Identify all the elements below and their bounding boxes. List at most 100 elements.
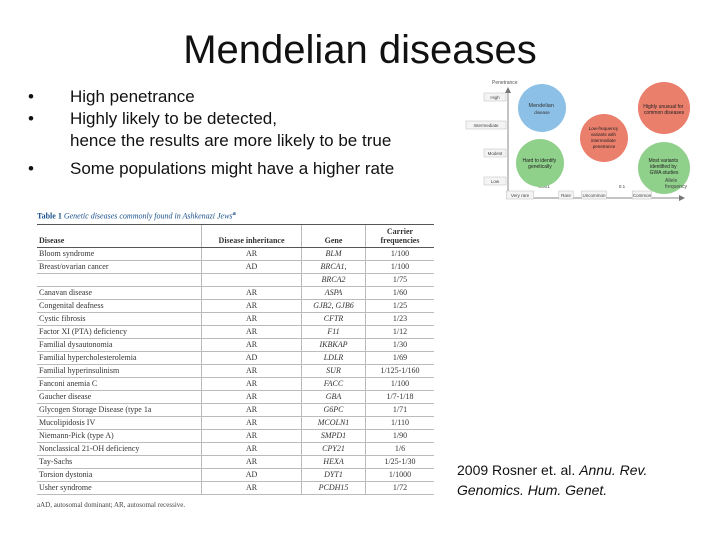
cell-carrier-frequency: 1/100 (365, 260, 434, 274)
table-row: Canavan disease AR ASPA 1/60 (37, 286, 434, 300)
cell-disease: Gaucher disease (37, 390, 202, 404)
cell-inheritance: AR (201, 481, 302, 495)
y-level-label: Intermediate (473, 123, 499, 128)
cell-inheritance: AR (201, 247, 302, 261)
bullet-dot: • (28, 87, 34, 106)
hard-to-identify-label: Hard to identify genetically (522, 158, 557, 170)
cell-gene: G6PC (301, 403, 366, 417)
x-level-label: Uncommon (582, 193, 606, 198)
cell-carrier-frequency: 1/60 (365, 286, 434, 300)
table-row: Niemann-Pick (type A) AR SMPD1 1/90 (37, 429, 434, 443)
x-level-label: Common (633, 193, 652, 198)
gwa-variants-label: Most variants identified by GWA studies (648, 158, 679, 176)
mendelian-disease-label: Mendelian disease (529, 103, 556, 115)
highly-unusual-bubble (638, 82, 690, 134)
cell-gene: SUR (301, 364, 366, 378)
table-row: BRCA2 1/75 (37, 273, 434, 287)
cell-disease: Tay-Sachs (37, 455, 202, 469)
cell-inheritance: AR (201, 429, 302, 443)
cell-carrier-frequency: 1/23 (365, 312, 434, 326)
cell-inheritance: AR (201, 377, 302, 391)
hard-to-identify-bubble (516, 139, 564, 187)
bullet-item: • Highly likely to be detected, hence the … (28, 108, 394, 152)
cell-inheritance: AR (201, 312, 302, 326)
slide-title: Mendelian diseases (183, 28, 537, 72)
y-level-label: Low (491, 179, 500, 184)
cell-inheritance: AR (201, 338, 302, 352)
cell-gene: IKBKAP (301, 338, 366, 352)
table-row: Congenital deafness AR GJB2, GJB6 1/25 (37, 299, 434, 313)
bullet-text: Some populations might have a higher rat… (70, 159, 395, 178)
table-row: Breast/ovarian cancer AD BRCA1, 1/100 (37, 260, 434, 274)
table-row: Tay-Sachs AR HEXA 1/25-1/30 (37, 455, 434, 469)
cell-gene: BRCA1, (301, 260, 366, 274)
cell-gene: GBA (301, 390, 366, 404)
cell-gene: BRCA2 (301, 273, 366, 287)
cell-disease: Nonclassical 21-OH deficiency (37, 442, 202, 456)
x-level-box (581, 190, 607, 200)
cell-gene: ASPA (301, 286, 366, 300)
table-row: Cystic fibrosis AR CFTR 1/23 (37, 312, 434, 326)
low-frequency-variants-label: Low-frequency variants with intermediate… (589, 126, 620, 149)
cell-disease: Familial dysautonomia (37, 338, 202, 352)
cell-gene: SMPD1 (301, 429, 366, 443)
cell-gene: CFTR (301, 312, 366, 326)
cell-gene: MCOLN1 (301, 416, 366, 430)
cell-carrier-frequency: 1/30 (365, 338, 434, 352)
x-level-label: Rare (561, 193, 571, 198)
y-level-box (465, 120, 507, 130)
cell-disease: Usher syndrome (37, 481, 202, 495)
table-row: Fanconi anemia C AR FACC 1/100 (37, 377, 434, 391)
citation-journal-continued: Genomics. Hum. Genet. (457, 482, 608, 498)
cell-disease: Factor XI (PTA) deficiency (37, 325, 202, 339)
gwa-variants-bubble (638, 142, 690, 194)
cell-carrier-frequency: 1/72 (365, 481, 434, 495)
cell-disease: Breast/ovarian cancer (37, 260, 202, 274)
cell-gene: FACC (301, 377, 366, 391)
cell-disease: Mucolipidosis IV (37, 416, 202, 430)
cell-carrier-frequency: 1/110 (365, 416, 434, 430)
bullet-text-continued: hence the results are more likely to be … (70, 131, 392, 150)
cell-gene: LDLR (301, 351, 366, 365)
cell-disease: Niemann-Pick (type A) (37, 429, 202, 443)
table-row: Glycogen Storage Disease (type 1a AR G6PC 1… (37, 403, 434, 417)
table-row: Nonclassical 21-OH deficiency AR CPY21 1/6 (37, 442, 434, 456)
cell-carrier-frequency: 1/12 (365, 325, 434, 339)
cell-disease (37, 273, 202, 287)
highly-unusual-label: Highly unusual for common diseases (643, 104, 684, 116)
x-level-box (558, 190, 574, 200)
cell-inheritance: AR (201, 325, 302, 339)
citation-authors: 2009 Rosner et. al. (457, 462, 580, 478)
cell-carrier-frequency: 1/6 (365, 442, 434, 456)
cell-inheritance: AR (201, 442, 302, 456)
cell-carrier-frequency: 1/100 (365, 377, 434, 391)
cell-carrier-frequency: 1/25 (365, 299, 434, 313)
cell-gene: HEXA (301, 455, 366, 469)
cell-inheritance (201, 273, 302, 287)
x-level-box (506, 190, 534, 200)
cell-inheritance: AD (201, 351, 302, 365)
low-frequency-variants-bubble (580, 114, 628, 162)
table-caption-sup: a (232, 210, 236, 217)
cell-disease: Cystic fibrosis (37, 312, 202, 326)
cell-inheritance: AR (201, 455, 302, 469)
cell-inheritance: AR (201, 416, 302, 430)
cell-disease: Canavan disease (37, 286, 202, 300)
header-disease: Disease (37, 223, 202, 248)
cell-carrier-frequency: 1/75 (365, 273, 434, 287)
y-level-label: High (490, 95, 500, 100)
cell-disease: Glycogen Storage Disease (type 1a (37, 403, 202, 417)
cell-carrier-frequency: 1/7-1/18 (365, 390, 434, 404)
header-gene: Gene (301, 223, 366, 248)
bullet-text: Highly likely to be detected, (70, 109, 277, 128)
cell-gene: CPY21 (301, 442, 366, 456)
cell-carrier-frequency: 1/100 (365, 247, 434, 261)
table-header-row: Disease Disease inheritance Gene Carrier… (37, 223, 434, 248)
table-row: Mucolipidosis IV AR MCOLN1 1/110 (37, 416, 434, 430)
table-row: Factor XI (PTA) deficiency AR F11 1/12 (37, 325, 434, 339)
bullet-item: • High penetrance (28, 86, 394, 108)
table-row: Usher syndrome AR PCDH15 1/72 (37, 481, 434, 495)
table-row: Familial hypercholesterolemia AD LDLR 1/69 (37, 351, 434, 365)
table-row: Bloom syndrome AR BLM 1/100 (37, 247, 434, 261)
